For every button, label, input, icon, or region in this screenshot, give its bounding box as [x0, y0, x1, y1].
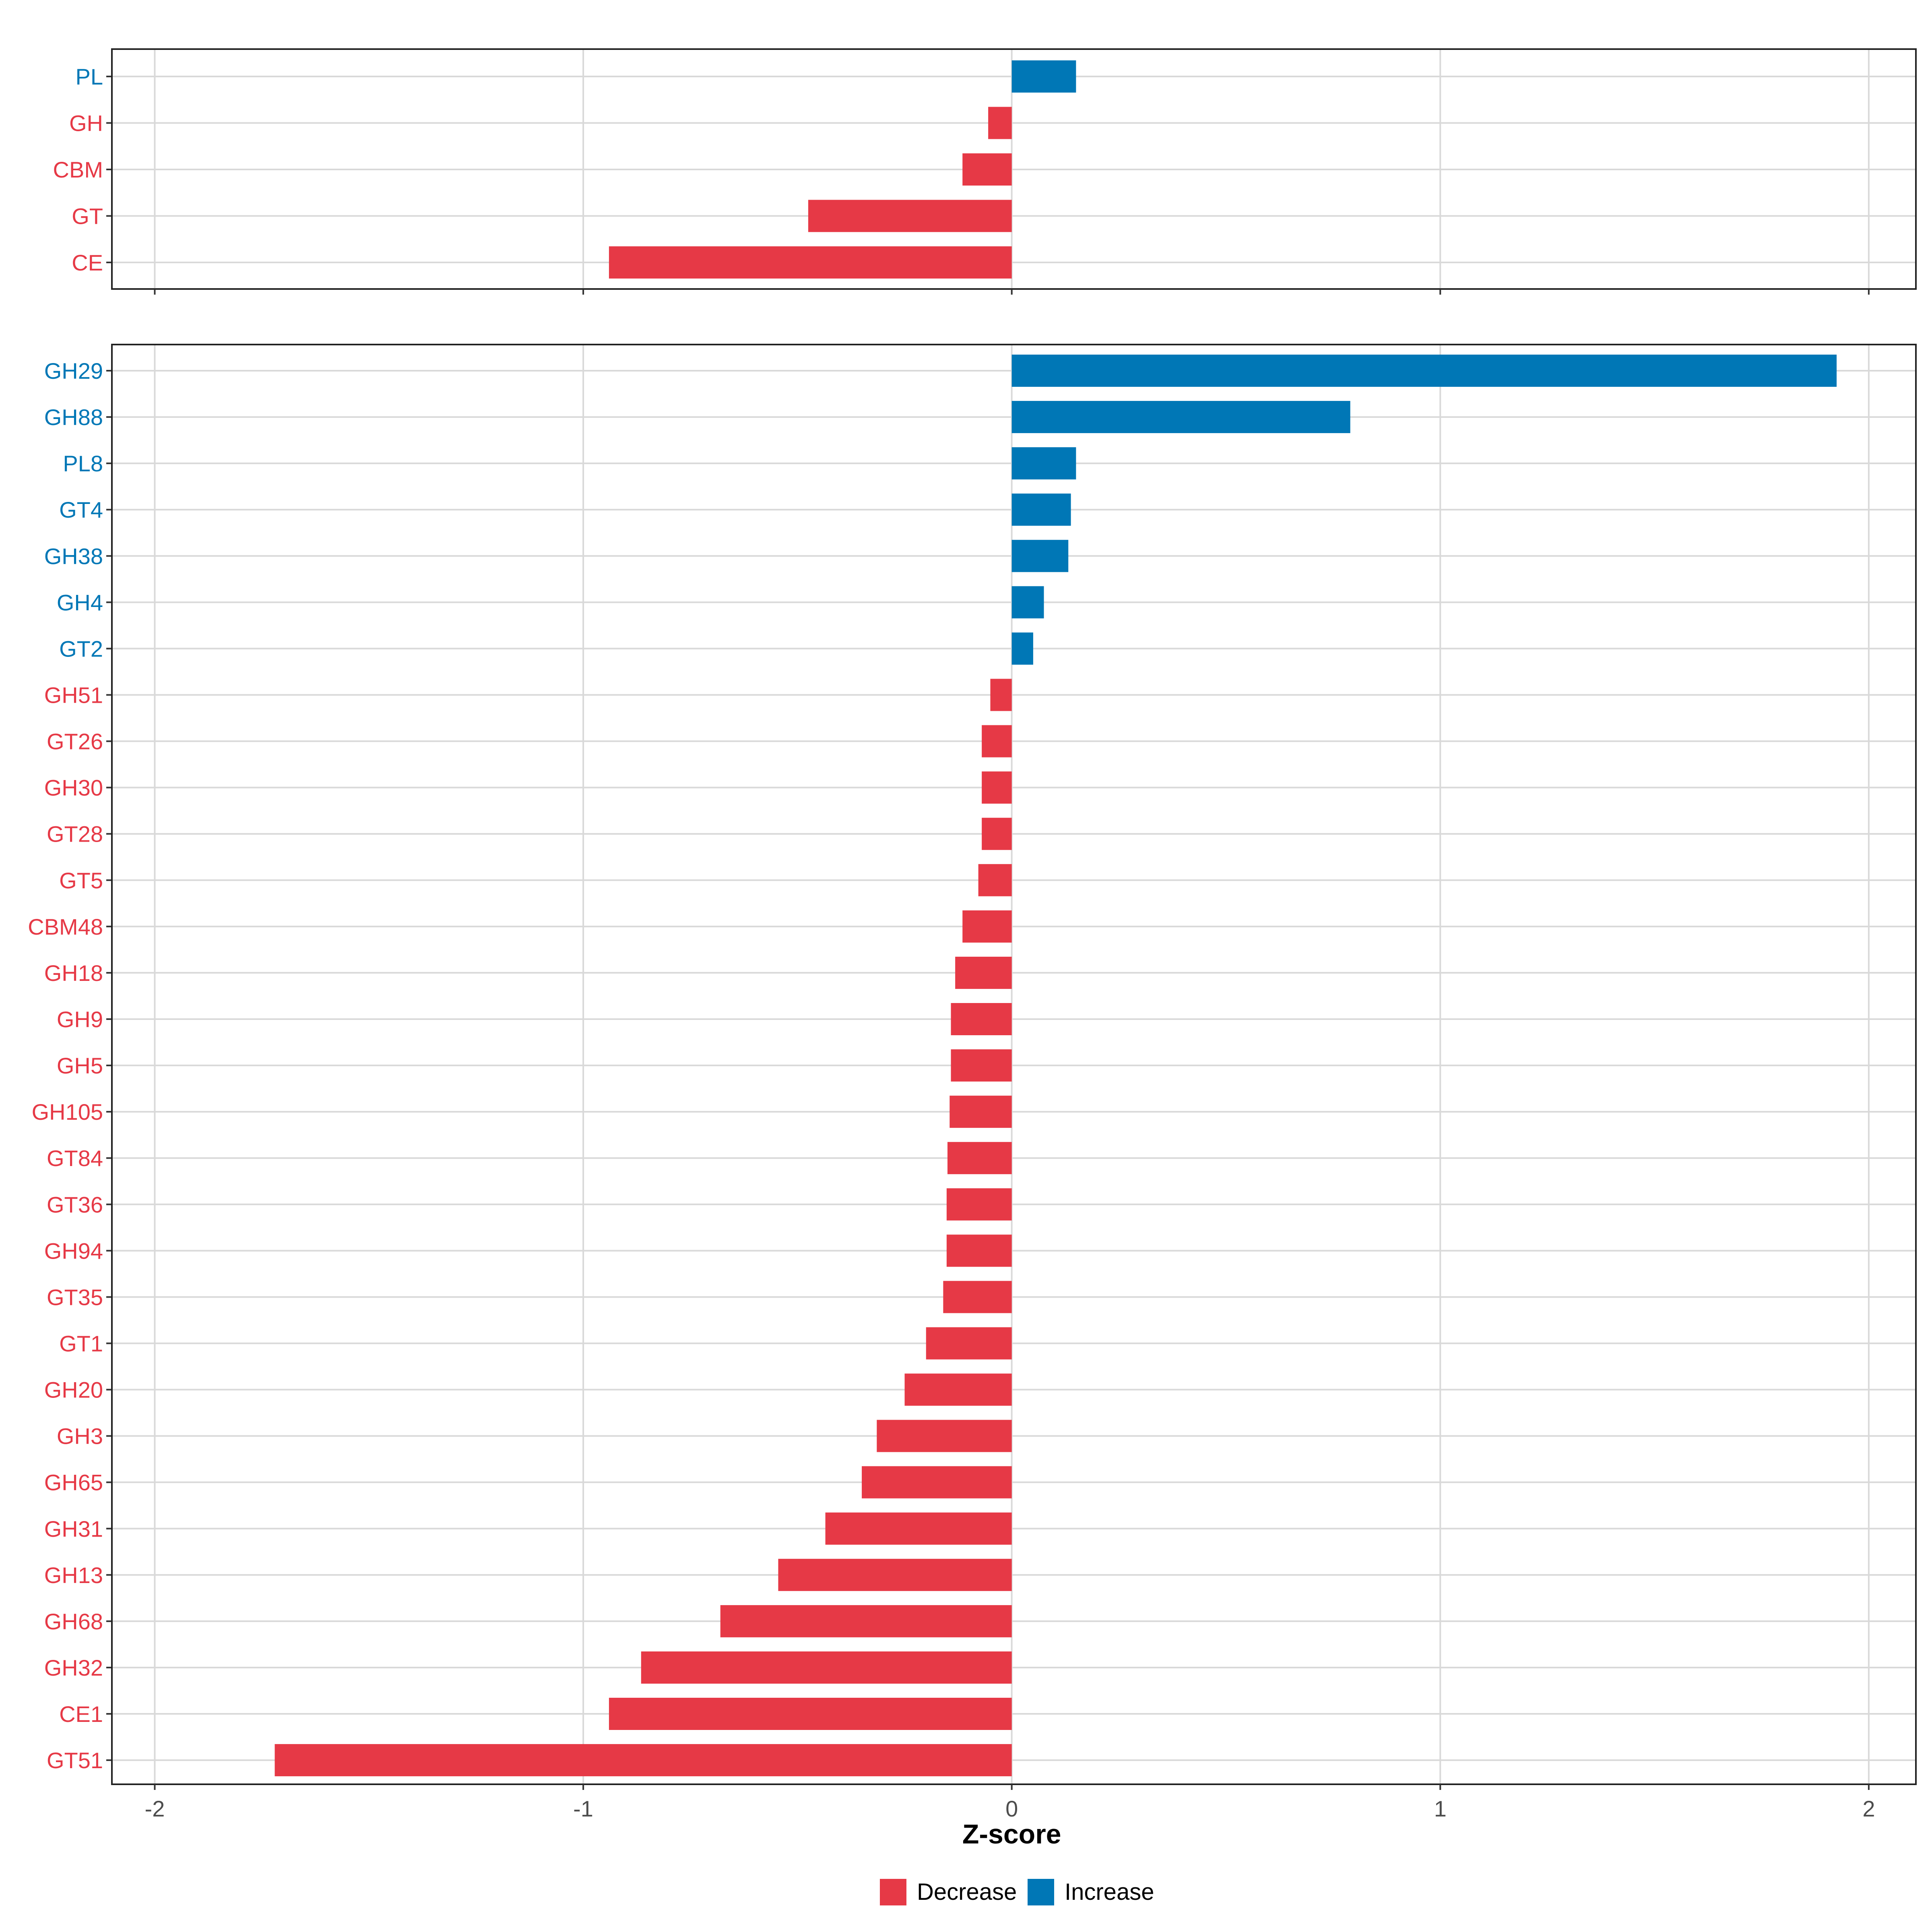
category-label-GH31: GH31 [44, 1516, 103, 1542]
bar-GT36 [946, 1188, 1012, 1221]
bar-CBM48 [962, 910, 1012, 943]
bar-CE [609, 246, 1012, 279]
category-label-CBM48: CBM48 [28, 914, 103, 939]
bar-GH4 [1011, 586, 1044, 619]
bar-GH5 [951, 1049, 1012, 1082]
category-label-GH105: GH105 [32, 1099, 103, 1125]
category-label-GH51: GH51 [44, 682, 103, 708]
bar-GH65 [862, 1466, 1012, 1499]
legend-label-decrease: Decrease [917, 1879, 1017, 1905]
bar-GT35 [943, 1281, 1012, 1313]
bar-GH88 [1011, 401, 1350, 433]
bar-GH105 [949, 1096, 1012, 1128]
x-tick-label: 0 [1005, 1796, 1018, 1821]
category-label-GT51: GT51 [47, 1748, 103, 1773]
bar-GT4 [1011, 493, 1071, 526]
bar-GT84 [947, 1142, 1012, 1174]
category-label-GH: GH [69, 111, 103, 136]
bar-GH30 [982, 771, 1012, 804]
bar-GH [988, 107, 1012, 139]
legend-swatch-increase [1028, 1879, 1054, 1905]
category-label-GH94: GH94 [44, 1238, 103, 1263]
bar-PL8 [1011, 447, 1076, 480]
legend-label-increase: Increase [1065, 1879, 1154, 1905]
bar-PL [1011, 60, 1076, 93]
bar-GT1 [926, 1327, 1012, 1360]
bar-GH38 [1011, 540, 1069, 572]
bar-CBM [962, 153, 1012, 186]
panel-border-family [111, 344, 1917, 1785]
category-label-GH20: GH20 [44, 1377, 103, 1403]
bar-GH13 [778, 1558, 1012, 1591]
category-label-GT36: GT36 [47, 1192, 103, 1217]
bar-GH51 [990, 679, 1012, 711]
category-label-GT2: GT2 [59, 636, 103, 661]
bar-GH9 [951, 1003, 1012, 1035]
category-label-GH9: GH9 [57, 1007, 103, 1032]
category-label-GH5: GH5 [57, 1053, 103, 1078]
category-label-GT4: GT4 [59, 497, 103, 522]
x-tick-label: 2 [1862, 1796, 1875, 1821]
category-label-PL: PL [76, 64, 103, 89]
bar-GT51 [275, 1744, 1012, 1777]
panel-border-class [111, 48, 1917, 290]
bar-GH20 [904, 1373, 1012, 1406]
bar-GH68 [720, 1605, 1012, 1637]
x-tick-label: -2 [145, 1796, 165, 1821]
category-label-GH88: GH88 [44, 405, 103, 430]
x-axis-title: Z-score [962, 1819, 1061, 1849]
category-label-GT5: GT5 [59, 868, 103, 893]
category-label-CE: CE [72, 250, 103, 275]
category-label-GT: GT [72, 204, 103, 229]
category-label-GT1: GT1 [59, 1331, 103, 1356]
bar-GH94 [946, 1234, 1012, 1267]
category-label-GH18: GH18 [44, 960, 103, 986]
bar-CE1 [609, 1698, 1012, 1730]
category-label-GH30: GH30 [44, 775, 103, 801]
category-label-GH29: GH29 [44, 358, 103, 384]
category-label-GH32: GH32 [44, 1655, 103, 1680]
bar-GT28 [982, 817, 1012, 850]
bar-GH29 [1011, 355, 1837, 387]
category-label-CBM: CBM [53, 157, 103, 182]
bar-GT5 [978, 864, 1012, 896]
category-label-GH68: GH68 [44, 1609, 103, 1634]
x-tick-label: -1 [573, 1796, 593, 1821]
category-label-GT84: GT84 [47, 1146, 103, 1171]
legend-swatch-decrease [880, 1879, 906, 1905]
bar-GT [808, 200, 1012, 232]
category-label-GH3: GH3 [57, 1424, 103, 1449]
category-label-GH4: GH4 [57, 590, 103, 615]
category-label-GT35: GT35 [47, 1284, 103, 1310]
category-label-GH38: GH38 [44, 543, 103, 569]
category-label-GT26: GT26 [47, 729, 103, 754]
bar-GH3 [877, 1420, 1012, 1452]
bar-GT2 [1011, 632, 1033, 665]
category-label-GH65: GH65 [44, 1470, 103, 1495]
bar-GH31 [825, 1512, 1012, 1545]
bar-GH18 [955, 956, 1012, 989]
category-label-PL8: PL8 [63, 451, 103, 476]
bar-GT26 [982, 725, 1012, 758]
category-label-GH13: GH13 [44, 1563, 103, 1588]
bar-GH32 [641, 1651, 1012, 1684]
category-label-GT28: GT28 [47, 822, 103, 847]
x-tick-label: 1 [1434, 1796, 1447, 1821]
category-label-CE1: CE1 [59, 1701, 103, 1727]
